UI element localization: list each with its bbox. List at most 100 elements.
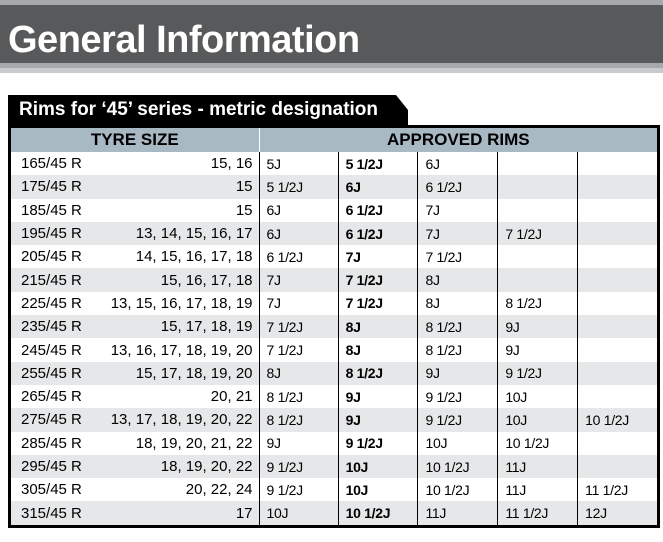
rim-diameters: 13, 14, 15, 16, 17	[98, 221, 260, 246]
approved-rim: 5J	[259, 152, 339, 176]
approved-rim: 5 1/2J	[259, 175, 339, 199]
approved-rim: 8J	[338, 315, 419, 339]
approved-rim: 6 1/2J	[417, 175, 499, 199]
approved-rim: 6J	[338, 175, 419, 199]
header-stripe	[0, 63, 663, 73]
approved-rim	[577, 315, 659, 339]
table-row: 215/45 R 15, 16, 17, 18 7J 7 1/2J 8J	[9, 268, 659, 292]
approved-rim: 10J	[259, 501, 339, 527]
approved-rim	[577, 361, 659, 385]
rim-diameters: 13, 15, 16, 17, 18, 19	[98, 291, 260, 316]
table-row: 295/45 R 18, 19, 20, 22 9 1/2J 10J 10 1/2J 11…	[9, 454, 659, 479]
tyre-size: 305/45 R	[21, 481, 82, 499]
tyre-size: 285/45 R	[21, 434, 82, 452]
approved-rim: 8 1/2J	[417, 315, 499, 339]
approved-rim: 7J	[259, 291, 339, 316]
approved-rim	[578, 245, 659, 268]
approved-rim: 6J	[259, 221, 339, 246]
approved-rim: 8 1/2J	[259, 384, 339, 409]
approved-rim: 10J	[497, 408, 579, 432]
table-row: 285/45 R 18, 19, 20, 21, 22 9J 9 1/2J 10J 10 …	[10, 431, 659, 455]
approved-rim: 6 1/2J	[259, 245, 339, 269]
approved-rim: 8J	[417, 268, 499, 292]
approved-rim: 10 1/2J	[417, 454, 499, 479]
approved-rim: 11J	[497, 478, 579, 502]
tyre-size: 255/45 R	[9, 361, 99, 385]
approved-rim: 10J	[338, 454, 419, 479]
column-header-approved-rims: APPROVED RIMS	[259, 126, 659, 152]
approved-rim: 9J	[497, 315, 579, 339]
table-row: 315/45 R 17 10J 10 1/2J 11J 11 1/2J 12J	[9, 501, 659, 527]
approved-rim: 9 1/2J	[338, 431, 419, 455]
tyre-size: 275/45 R	[9, 408, 99, 432]
column-header-tyre-size: TYRE SIZE	[9, 126, 260, 152]
approved-rim: 10J	[497, 384, 579, 409]
approved-rim: 7 1/2J	[338, 291, 419, 316]
approved-rim: 9J	[259, 431, 339, 455]
approved-rim	[578, 432, 659, 455]
rim-diameters: 15, 17, 18, 19	[98, 315, 260, 339]
table-caption: Rims for ‘45’ series - metric designatio…	[19, 99, 379, 120]
tyre-size: 235/45 R	[9, 315, 99, 339]
tyre-size: 195/45 R	[9, 221, 99, 246]
approved-rim: 7J	[259, 268, 339, 292]
approved-rim	[578, 152, 659, 175]
approved-rim: 9 1/2J	[497, 361, 579, 385]
rim-diameters: 14, 15, 16, 17, 18	[98, 245, 260, 269]
approved-rim: 11 1/2J	[497, 501, 579, 527]
approved-rim	[578, 199, 659, 222]
table-row: 205/45 R 14, 15, 16, 17, 18 6 1/2J 7J 7 1/2J	[10, 245, 659, 269]
approved-rim: 8 1/2J	[497, 291, 579, 316]
approved-rim: 8J	[417, 291, 499, 316]
table-row: 235/45 R 15, 17, 18, 19 7 1/2J 8J 8 1/2J 9J	[9, 315, 659, 339]
approved-rim	[497, 245, 579, 269]
table-row: 265/45 R 20, 21 8 1/2J 9J 9 1/2J 10J	[10, 384, 659, 409]
approved-rim: 7J	[417, 221, 499, 246]
rim-diameters: 18, 19, 20, 21, 22	[98, 431, 260, 455]
approved-rim	[578, 385, 659, 408]
rim-diameters: 18, 19, 20, 22	[98, 454, 260, 479]
approved-rim: 10 1/2J	[417, 478, 499, 502]
rim-diameters: 15	[98, 175, 260, 199]
approved-rim: 8 1/2J	[259, 408, 339, 432]
tyre-size: 295/45 R	[9, 454, 99, 479]
table-row: 175/45 R 15 5 1/2J 6J 6 1/2J	[9, 175, 659, 199]
approved-rim: 8J	[259, 361, 339, 385]
approved-rim: 7 1/2J	[259, 338, 339, 362]
rim-diameters: 15	[98, 198, 260, 222]
table-row: 255/45 R 15, 17, 18, 19, 20 8J 8 1/2J 9J 9 1/…	[9, 361, 659, 385]
table-row: 165/45 R 15, 16 5J 5 1/2J 6J	[10, 152, 659, 176]
rim-diameters: 13, 16, 17, 18, 19, 20	[98, 338, 260, 362]
table-caption-tab: Rims for ‘45’ series - metric designatio…	[8, 95, 408, 125]
tyre-size: 225/45 R	[21, 294, 82, 312]
approved-rim: 9 1/2J	[259, 478, 339, 502]
approved-rim: 10 1/2J	[577, 408, 659, 432]
approved-rim: 6 1/2J	[338, 221, 419, 246]
tyre-size: 265/45 R	[21, 388, 82, 406]
approved-rim: 7 1/2J	[338, 268, 419, 292]
rim-diameters: 15, 16	[98, 152, 260, 176]
approved-rim: 9 1/2J	[417, 408, 499, 432]
rim-diameters: 17	[98, 501, 260, 527]
approved-rim	[497, 198, 579, 222]
approved-rim: 10J	[338, 478, 419, 502]
approved-rim: 5 1/2J	[338, 152, 419, 176]
approved-rim: 7 1/2J	[417, 245, 499, 269]
approved-rim: 9J	[338, 384, 419, 409]
header-stripe	[0, 0, 663, 5]
header-band: General Information	[0, 5, 663, 63]
approved-rim: 6J	[417, 152, 499, 176]
approved-rim: 11J	[417, 501, 499, 527]
rims-table: TYRE SIZE APPROVED RIMS 165/45 R 15, 16 5J…	[8, 125, 660, 528]
rim-diameters: 15, 17, 18, 19, 20	[98, 361, 260, 385]
table-row: 275/45 R 13, 17, 18, 19, 20, 22 8 1/2J 9J 9 …	[9, 408, 659, 432]
tyre-size: 245/45 R	[21, 341, 82, 359]
approved-rim: 6J	[259, 198, 339, 222]
approved-rim	[497, 152, 579, 176]
tyre-size: 165/45 R	[21, 155, 82, 173]
approved-rim: 8 1/2J	[338, 361, 419, 385]
approved-rim	[578, 292, 659, 315]
tyre-size: 185/45 R	[21, 201, 82, 219]
rim-diameters: 13, 17, 18, 19, 20, 22	[98, 408, 260, 432]
table-row: 305/45 R 20, 22, 24 9 1/2J 10J 10 1/2J 11J 11 …	[10, 478, 659, 502]
